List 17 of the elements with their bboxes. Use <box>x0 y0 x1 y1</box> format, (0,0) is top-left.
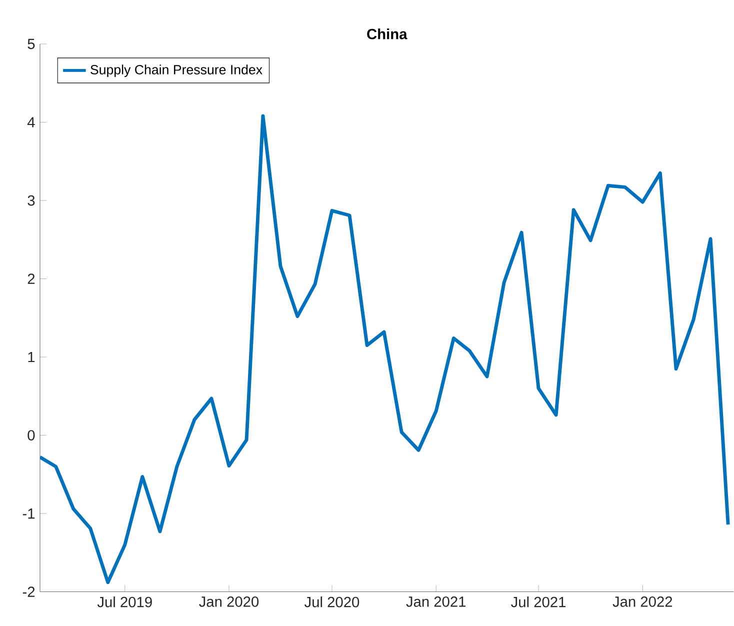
x-tick-label: Jul 2021 <box>511 596 566 608</box>
x-tick-label: Jul 2020 <box>304 596 360 608</box>
y-tick-label: 1 <box>28 352 35 362</box>
y-tick-label: -1 <box>22 508 35 519</box>
y-tick-label: 4 <box>27 117 35 128</box>
x-tick-label: Jul 2019 <box>97 596 152 608</box>
chart-title: China <box>367 28 408 40</box>
x-tick-label: Jan 2021 <box>406 596 466 607</box>
x-tick-label: Jan 2022 <box>612 596 672 607</box>
y-tick-label: 5 <box>28 38 35 50</box>
legend-label: Supply Chain Pressure Index <box>90 64 262 78</box>
line-series <box>40 114 730 584</box>
y-tick-label: 2 <box>28 274 35 284</box>
y-tick-label: 3 <box>28 195 35 206</box>
y-tick-label: 0 <box>28 430 35 441</box>
y-tick-label: -2 <box>22 586 35 598</box>
x-tick-label: Jan 2020 <box>199 596 259 607</box>
